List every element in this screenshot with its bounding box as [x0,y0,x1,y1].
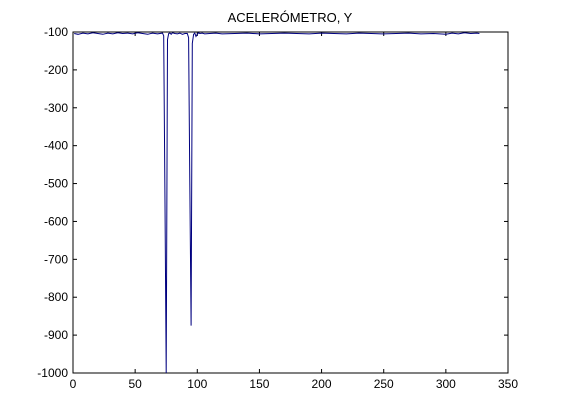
y-tick-label: -800 [44,290,68,304]
y-tick-label: -400 [44,139,68,153]
y-axis-tick-labels: -100 -200 -300 -400 -500 -600 -700 -800 -900 -100… [37,25,68,380]
x-tick-label: 50 [128,377,142,391]
x-tick-label: 0 [70,377,77,391]
y-tick-label: -500 [44,177,68,191]
y-tick-label: -1000 [37,366,68,380]
x-tick-label: 200 [312,377,332,391]
y-tick-label: -200 [44,63,68,77]
x-tick-label: 350 [498,377,518,391]
y-tick-label: -700 [44,252,68,266]
y-tick-label: -600 [44,214,68,228]
x-tick-label: 300 [436,377,456,391]
plot-area [72,31,509,374]
data-series-line [74,32,480,374]
y-tick-label: -300 [44,101,68,115]
x-tick-label: 100 [187,377,207,391]
y-tick-label: -100 [44,25,68,39]
chart-title: ACELERÓMETRO, Y [228,10,353,25]
x-tick-label: 150 [249,377,269,391]
y-tick-label: -900 [44,328,68,342]
x-axis-tick-labels: 0 50 100 150 200 250 300 350 [70,377,519,391]
x-tick-label: 250 [374,377,394,391]
